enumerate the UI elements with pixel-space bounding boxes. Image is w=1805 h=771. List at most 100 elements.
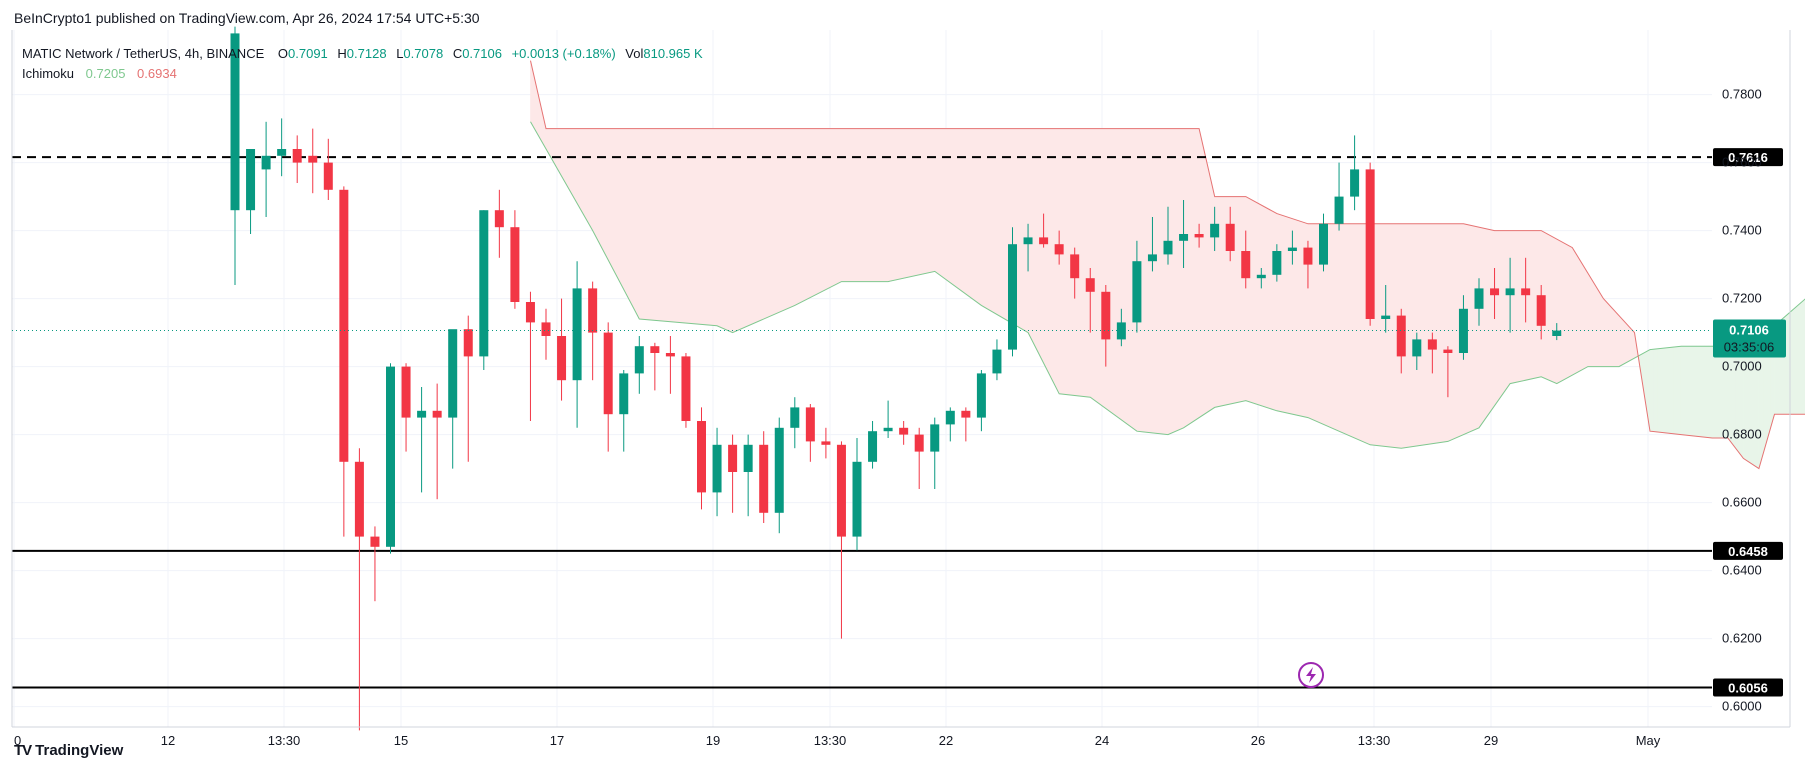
candle-body — [323, 162, 333, 190]
candle — [277, 118, 287, 177]
cloud-segment — [1257, 202, 1262, 407]
volume-label: Vol — [625, 46, 644, 61]
candle — [665, 336, 675, 394]
candle — [821, 427, 831, 459]
cloud-segment — [1447, 223, 1453, 442]
cloud-segment — [1023, 128, 1029, 334]
candle-body — [417, 410, 427, 418]
cloud-segment — [1599, 291, 1604, 367]
cloud-segment — [1253, 200, 1258, 405]
cloud-segment — [755, 128, 761, 323]
cloud-segment — [666, 128, 671, 323]
candle-body — [805, 407, 815, 442]
candle-body — [976, 373, 986, 418]
candle-body — [1225, 223, 1235, 251]
cloud-segment — [876, 128, 881, 282]
cloud-segment — [1529, 230, 1534, 380]
cloud-segment — [1389, 223, 1394, 448]
cloud-segment — [949, 128, 955, 287]
cloud-segment — [1043, 128, 1048, 371]
cloud-segment — [813, 128, 819, 296]
candle-body — [494, 210, 504, 228]
candle — [1350, 135, 1360, 211]
cloud-segment — [1603, 297, 1608, 367]
cloud-segment — [1572, 246, 1577, 376]
cloud-segment — [848, 128, 854, 282]
cloud-segment — [1521, 230, 1526, 382]
cloud-segment — [1101, 128, 1107, 410]
candle-body — [1085, 278, 1095, 292]
cloud-segment — [596, 128, 601, 246]
cloud-segment — [1583, 265, 1589, 370]
cloud-segment — [1630, 327, 1635, 361]
candle-body — [712, 444, 722, 493]
cloud-segment — [1470, 225, 1476, 432]
candle-body — [1210, 223, 1220, 238]
x-tick-label: 17 — [550, 733, 564, 748]
x-tick-label: 13:30 — [1358, 733, 1391, 748]
cloud-segment — [845, 128, 850, 282]
candle — [1085, 268, 1095, 333]
candle — [728, 434, 738, 513]
candle — [386, 363, 395, 554]
candle — [1039, 213, 1049, 248]
x-tick-label: 29 — [1484, 733, 1498, 748]
candle-body — [1350, 169, 1360, 197]
cloud-segment — [1019, 128, 1025, 331]
indicator-name[interactable]: Ichimoku — [22, 66, 75, 81]
candle-body — [1552, 330, 1562, 336]
horizontal-levels[interactable]: 0.7616 0.6458 0.6056 — [12, 148, 1783, 697]
overlay: 0.7106 03:35:06 — [12, 319, 1786, 688]
cloud-segment — [778, 128, 784, 313]
candle-body — [261, 155, 271, 170]
cloud-segment — [1121, 128, 1126, 424]
candle-body — [961, 410, 971, 418]
candle — [992, 339, 1002, 381]
candle-body — [992, 349, 1002, 374]
cloud-segment — [1606, 302, 1612, 367]
cloud-segment — [965, 128, 971, 298]
cloud-segment — [1381, 223, 1386, 447]
candle-body — [1179, 234, 1189, 241]
candle — [945, 407, 955, 442]
cloud-segment — [1051, 128, 1056, 387]
candle-body — [541, 322, 551, 336]
symbol-name[interactable]: MATIC Network / TetherUS, 4h, BINANCE — [22, 46, 265, 61]
tradingview-brand[interactable]: TV TradingView — [14, 742, 123, 759]
candle — [1194, 223, 1204, 248]
cloud-segment — [1124, 128, 1130, 427]
cloud-segment — [1505, 230, 1511, 391]
y-tick-label: 0.6600 — [1722, 495, 1762, 510]
candle — [1210, 206, 1220, 251]
cloud-segment — [1237, 196, 1243, 403]
cloud-segment — [1288, 217, 1293, 415]
current-price-label: 0.7106 — [1729, 323, 1769, 338]
cloud-segment — [790, 128, 796, 308]
candle — [323, 138, 333, 200]
candle-body — [1039, 237, 1049, 245]
cloud-segment — [1548, 234, 1554, 383]
cloud-segment — [557, 128, 562, 178]
cloud-segment — [1708, 345, 1713, 439]
cloud-segment — [1416, 223, 1421, 447]
cloud-segment — [794, 128, 799, 306]
cloud-segment — [1280, 214, 1285, 413]
candle-body — [1194, 234, 1204, 238]
candle-body — [759, 444, 769, 513]
cloud-segment — [856, 128, 862, 282]
candle — [868, 421, 878, 469]
cloud-segment — [724, 128, 730, 332]
candle — [805, 404, 815, 462]
candle-body — [743, 444, 753, 472]
candle — [914, 427, 924, 489]
cloud-segment — [1649, 348, 1655, 432]
candle-body — [1241, 251, 1251, 279]
candle — [743, 434, 753, 517]
open-label: O — [277, 46, 289, 61]
lightning-bolt-icon — [1306, 667, 1316, 683]
candle-body — [370, 536, 380, 547]
candle — [541, 308, 551, 360]
cloud-segment — [918, 128, 924, 276]
cloud-segment — [957, 128, 963, 292]
